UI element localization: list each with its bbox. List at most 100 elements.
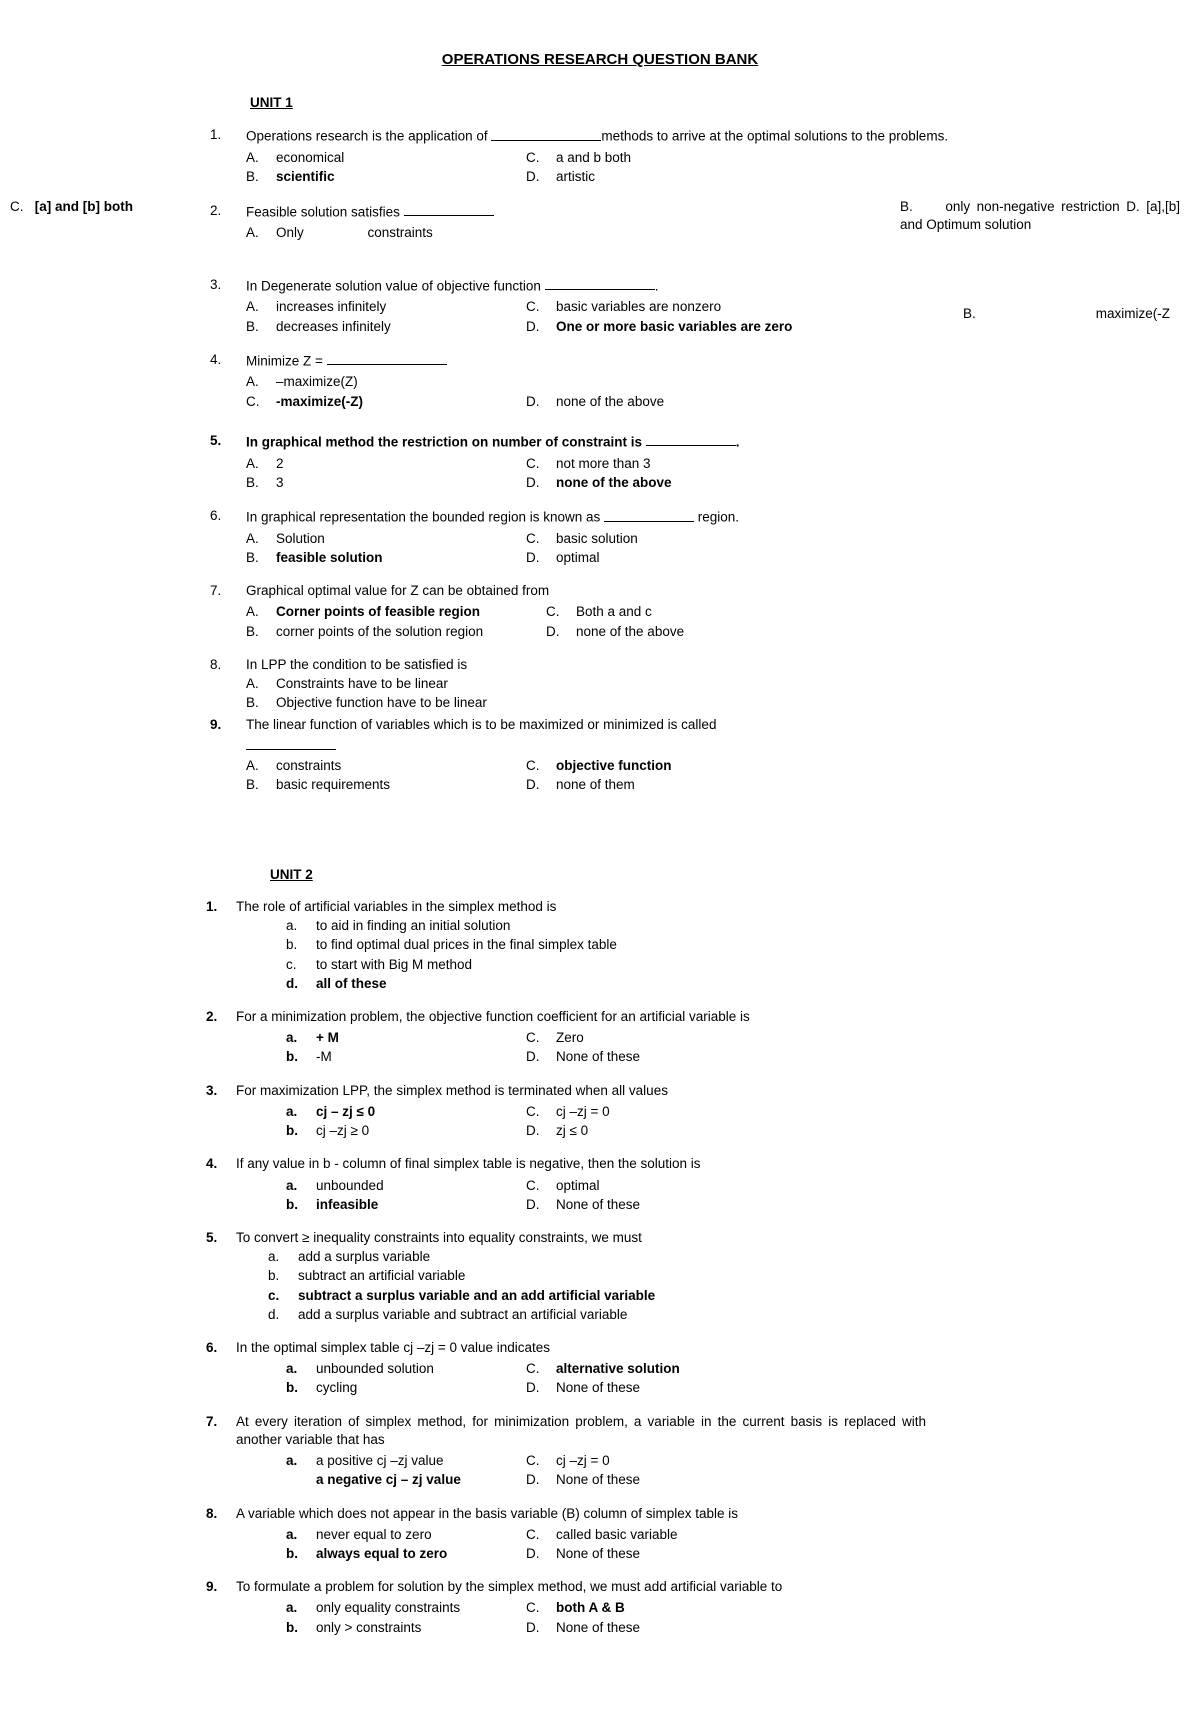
- q7-opt-d: none of the above: [576, 623, 826, 641]
- u2-question-8: 8. A variable which does not appear in t…: [60, 1505, 1140, 1565]
- question-4: 4. Minimize Z = A.–maximize(Z) C.-maximi…: [60, 351, 1140, 412]
- u2q5-opt-d: add a surplus variable and subtract an a…: [298, 1306, 1090, 1324]
- q1-num: 1.: [60, 126, 246, 187]
- q3-opt-d: One or more basic variables are zero: [556, 318, 792, 336]
- q7-num: 7.: [60, 582, 246, 642]
- u2q7-num: 7.: [60, 1413, 236, 1491]
- q6-opt-a: Solution: [276, 530, 526, 548]
- u2q6-opt-b: cycling: [316, 1379, 526, 1397]
- unit2-heading: UNIT 2: [270, 866, 1140, 884]
- u2q8-text: A variable which does not appear in the …: [236, 1505, 1090, 1523]
- u2q9-text: To formulate a problem for solution by t…: [236, 1578, 926, 1596]
- u2-question-7: 7. At every iteration of simplex method,…: [60, 1413, 1140, 1491]
- u2q5-opt-b: subtract an artificial variable: [298, 1267, 1090, 1285]
- q6-text: In graphical representation the bounded …: [246, 507, 1090, 527]
- question-6: 6. In graphical representation the bound…: [60, 507, 1140, 568]
- u2-question-3: 3. For maximization LPP, the simplex met…: [60, 1082, 1140, 1142]
- q2-opt-a: Only constraints: [276, 224, 526, 242]
- q9-text: The linear function of variables which i…: [246, 716, 1090, 751]
- u2-question-4: 4. If any value in b - column of final s…: [60, 1155, 1140, 1215]
- u2q9-opt-d: None of these: [556, 1619, 766, 1637]
- u2q2-num: 2.: [60, 1008, 236, 1068]
- q3-opt-b: decreases infinitely: [276, 318, 526, 336]
- q5-opt-a: 2: [276, 455, 526, 473]
- q5-opt-c: not more than 3: [556, 455, 806, 473]
- u2q5-opt-c: subtract a surplus variable and an add a…: [298, 1287, 1090, 1305]
- q1-opt-d: artistic: [556, 168, 806, 186]
- q6-num: 6.: [60, 507, 246, 568]
- question-1: 1. Operations research is the applicatio…: [60, 126, 1140, 187]
- u2q2-opt-a: + M: [316, 1029, 526, 1047]
- u2q8-opt-d: None of these: [556, 1545, 766, 1563]
- q7-text: Graphical optimal value for Z can be obt…: [246, 582, 1090, 600]
- q4-opt-a: –maximize(Z): [276, 373, 526, 391]
- u2q1-opt-c: to start with Big M method: [316, 956, 1090, 974]
- u2q1-text: The role of artificial variables in the …: [236, 898, 1090, 916]
- q9-opt-a: constraints: [276, 757, 526, 775]
- q4-num: 4.: [60, 351, 246, 412]
- q5-text: In graphical method the restriction on n…: [246, 432, 1090, 452]
- q2-option-c-overflow: C. [a] and [b] both: [10, 198, 133, 216]
- u2q6-text: In the optimal simplex table cj –zj = 0 …: [236, 1339, 1090, 1357]
- q5-opt-d: none of the above: [556, 474, 806, 492]
- u2q1-num: 1.: [60, 898, 236, 994]
- page-title: OPERATIONS RESEARCH QUESTION BANK: [60, 50, 1140, 70]
- u2q4-opt-c: optimal: [556, 1177, 766, 1195]
- u2q9-opt-a: only equality constraints: [316, 1599, 526, 1617]
- u2q6-opt-d: None of these: [556, 1379, 766, 1397]
- q5-opt-b: 3: [276, 474, 526, 492]
- q1-opt-b: scientific: [276, 168, 526, 186]
- u2-question-5: 5. To convert ≥ inequality constraints i…: [60, 1229, 1140, 1325]
- q8-num: 8.: [60, 656, 246, 714]
- u2q2-opt-d: None of these: [556, 1048, 766, 1066]
- q9-num: 9.: [60, 716, 246, 796]
- q8-opt-a: Constraints have to be linear: [276, 675, 1090, 693]
- u2q2-opt-b: -M: [316, 1048, 526, 1066]
- u2-question-2: 2. For a minimization problem, the objec…: [60, 1008, 1140, 1068]
- u2q2-text: For a minimization problem, the objectiv…: [236, 1008, 1090, 1026]
- u2q5-text: To convert ≥ inequality constraints into…: [236, 1229, 1090, 1247]
- q4-text: Minimize Z =: [246, 351, 1090, 371]
- q7-opt-a: Corner points of feasible region: [276, 603, 546, 621]
- u2q1-opt-d: all of these: [316, 975, 1090, 993]
- u2q5-opt-a: add a surplus variable: [298, 1248, 1090, 1266]
- question-8: 8. In LPP the condition to be satisfied …: [60, 656, 1140, 714]
- q9-opt-d: none of them: [556, 776, 806, 794]
- u2q4-opt-a: unbounded: [316, 1177, 526, 1195]
- question-7: 7. Graphical optimal value for Z can be …: [60, 582, 1140, 642]
- q4-option-b-overflow: B. maximize(-Z: [963, 305, 1170, 323]
- u2q6-opt-c: alternative solution: [556, 1360, 766, 1378]
- q8-opt-b: Objective function have to be linear: [276, 694, 1090, 712]
- u2q6-num: 6.: [60, 1339, 236, 1399]
- question-9: 9. The linear function of variables whic…: [60, 716, 1140, 796]
- unit1-heading: UNIT 1: [250, 94, 1140, 112]
- u2q4-opt-b: infeasible: [316, 1196, 526, 1214]
- q2-option-b-overflow: B. only non-negative restriction D. [a],…: [900, 198, 1180, 234]
- u2q5-num: 5.: [60, 1229, 236, 1325]
- q1-opt-a: economical: [276, 149, 526, 167]
- u2q3-text: For maximization LPP, the simplex method…: [236, 1082, 1090, 1100]
- question-5: 5. In graphical method the restriction o…: [60, 432, 1140, 493]
- u2q8-opt-a: never equal to zero: [316, 1526, 526, 1544]
- q6-opt-c: basic solution: [556, 530, 806, 548]
- u2q7-opt-d: None of these: [556, 1471, 766, 1489]
- q3-opt-c: basic variables are nonzero: [556, 298, 792, 316]
- u2q3-opt-a: cj – zj ≤ 0: [316, 1103, 526, 1121]
- q4-opt-c: -maximize(-Z): [276, 393, 526, 411]
- q3-text: In Degenerate solution value of objectiv…: [246, 276, 1090, 296]
- q7-opt-c: Both a and c: [576, 603, 826, 621]
- u2q1-opt-a: to aid in finding an initial solution: [316, 917, 1090, 935]
- u2q8-opt-c: called basic variable: [556, 1526, 766, 1544]
- u2q7-opt-b: a negative cj – zj value: [316, 1471, 526, 1489]
- u2q3-num: 3.: [60, 1082, 236, 1142]
- u2q3-opt-b: cj –zj ≥ 0: [316, 1122, 526, 1140]
- q1-text: Operations research is the application o…: [246, 126, 1090, 146]
- u2q3-opt-d: zj ≤ 0: [556, 1122, 766, 1140]
- u2q8-opt-b: always equal to zero: [316, 1545, 526, 1563]
- q6-opt-d: optimal: [556, 549, 806, 567]
- u2q9-num: 9.: [60, 1578, 236, 1638]
- u2q4-opt-d: None of these: [556, 1196, 766, 1214]
- u2q9-opt-b: only > constraints: [316, 1619, 526, 1637]
- u2q2-opt-c: Zero: [556, 1029, 766, 1047]
- u2q4-num: 4.: [60, 1155, 236, 1215]
